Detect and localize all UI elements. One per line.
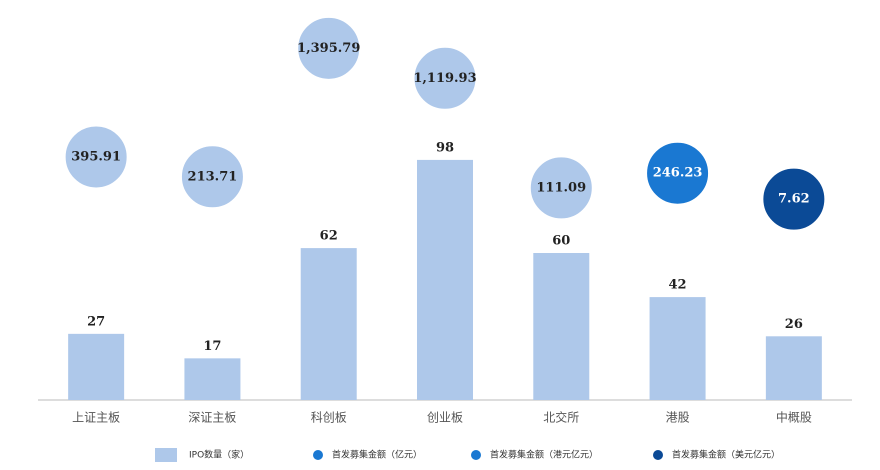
value-label: 213.71 — [188, 169, 238, 184]
value-label: 246.23 — [653, 166, 703, 181]
bar — [68, 333, 125, 400]
bar — [533, 253, 590, 400]
x-tick-label: 上证主板 — [72, 411, 120, 425]
bubble — [64, 125, 128, 189]
value-label: 1,395.79 — [297, 41, 360, 56]
bubble — [762, 167, 826, 231]
value-label: 42 — [669, 278, 687, 293]
legend-marker — [653, 450, 663, 460]
value-label: 7.62 — [778, 192, 810, 207]
legend-label: 首发募集金额（美元亿元） — [672, 449, 780, 461]
legend-marker — [155, 448, 177, 462]
bar — [765, 336, 822, 400]
x-tick-label: 港股 — [666, 411, 690, 425]
bar — [649, 297, 706, 400]
value-label: 26 — [785, 317, 803, 332]
bubble — [529, 156, 593, 220]
value-label: 60 — [552, 234, 570, 249]
value-label: 111.09 — [536, 180, 586, 195]
bar — [417, 159, 473, 400]
value-label: 17 — [203, 339, 221, 354]
bar — [300, 248, 357, 400]
legend-label: IPO数量（家） — [189, 449, 249, 461]
x-tick-label: 创业板 — [427, 411, 463, 425]
bubble — [646, 141, 710, 205]
bubble — [413, 46, 477, 110]
value-label: 62 — [320, 229, 338, 244]
x-tick-label: 中概股 — [776, 410, 812, 425]
value-label: 395.91 — [71, 149, 121, 164]
x-tick-label: 深证主板 — [188, 411, 236, 425]
bubble — [180, 145, 244, 209]
x-tick-label: 北交所 — [543, 410, 579, 425]
bar — [184, 358, 241, 400]
legend-marker — [471, 450, 481, 460]
value-label: 98 — [436, 140, 454, 155]
legend-label: 首发募集金额（亿元） — [332, 449, 422, 461]
legend-label: 首发募集金额（港元亿元） — [490, 449, 598, 461]
legend-marker — [313, 450, 323, 460]
value-label: 1,119.93 — [413, 71, 476, 86]
value-label: 27 — [87, 314, 105, 329]
x-tick-label: 科创板 — [311, 411, 347, 425]
bubble — [297, 16, 361, 80]
